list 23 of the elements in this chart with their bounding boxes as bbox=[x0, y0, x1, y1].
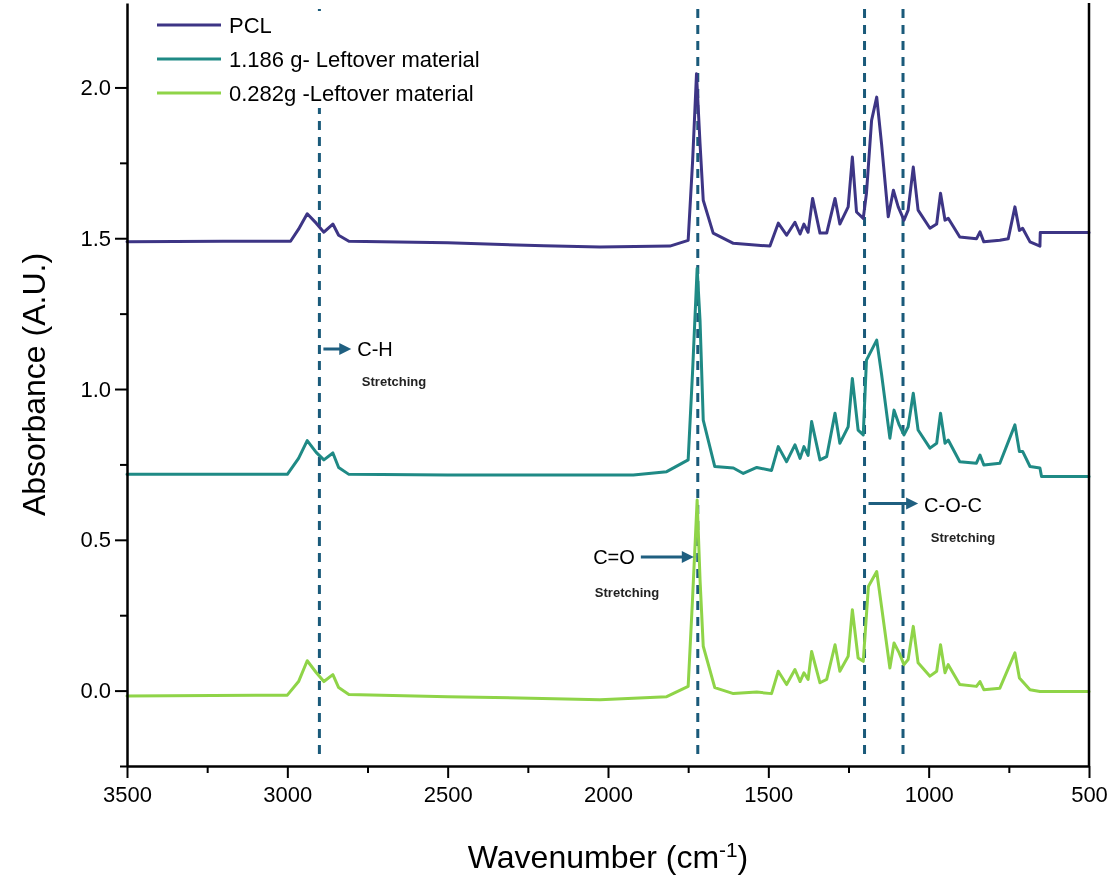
x-tick-label: 1000 bbox=[904, 781, 954, 807]
annotation: Stretching bbox=[930, 530, 996, 545]
y-tick-label: 2.0 bbox=[80, 74, 111, 100]
legend-label: 0.282g -Leftover material bbox=[229, 81, 474, 106]
x-tick-label: 3500 bbox=[103, 781, 152, 807]
x-tick-label: 3000 bbox=[263, 781, 313, 807]
y-tick-label: 1.5 bbox=[80, 225, 111, 251]
x-tick-label: 500 bbox=[1071, 781, 1108, 807]
y-tick-label: 1.0 bbox=[80, 376, 111, 402]
legend-label: 1.186 g- Leftover material bbox=[229, 47, 480, 72]
x-tick-label: 1500 bbox=[744, 781, 794, 807]
x-tick-label: 2000 bbox=[584, 781, 633, 807]
legend-label: PCL bbox=[229, 13, 272, 38]
y-tick-label: 0.5 bbox=[80, 527, 111, 553]
annotation: C-O-C bbox=[924, 494, 982, 516]
annotation: C=O bbox=[593, 546, 635, 568]
annotation: Stretching bbox=[594, 585, 660, 600]
annotation: Stretching bbox=[361, 374, 427, 389]
annotation: C-H bbox=[357, 338, 393, 360]
y-tick-label: 0.0 bbox=[80, 678, 111, 704]
x-tick-label: 2500 bbox=[423, 781, 473, 807]
x-axis-title: Wavenumber (cm$^{-1}$) bbox=[467, 837, 749, 875]
y-axis-title: Absorbance (A.U.) bbox=[16, 252, 52, 517]
